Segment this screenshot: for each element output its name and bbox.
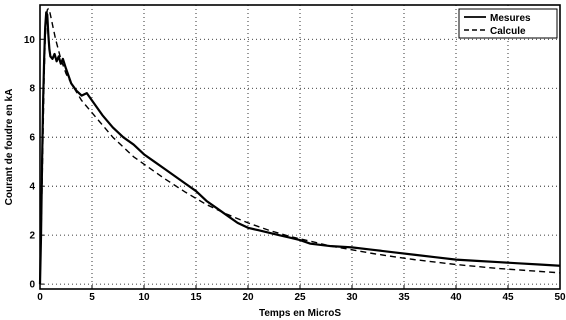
x-tick-label: 0 — [37, 292, 43, 303]
series-line-calcule — [39, 7, 561, 285]
y-tick-label: 10 — [24, 35, 36, 46]
legend: Mesures Calcule — [458, 8, 558, 39]
x-tick-label: 10 — [138, 292, 150, 303]
x-tick-label: 45 — [502, 292, 514, 303]
x-axis-label: Temps en MicroS — [259, 308, 341, 319]
x-tick-label: 25 — [294, 292, 306, 303]
x-tick-label: 40 — [450, 292, 462, 303]
legend-label-calcule: Calcule — [490, 26, 526, 37]
y-axis-label: Courant de foudre en kA — [4, 89, 15, 206]
x-tick-label: 35 — [398, 292, 410, 303]
ticks: 0 5 10 15 20 25 30 35 40 45 50 0 2 4 6 8 10 — [24, 35, 566, 303]
series-line-mesures — [38, 11, 561, 285]
x-tick-label: 30 — [346, 292, 358, 303]
x-tick-label: 5 — [89, 292, 95, 303]
y-tick-label: 8 — [29, 84, 35, 95]
legend-label-mesures: Mesures — [490, 13, 531, 24]
x-tick-label: 50 — [554, 292, 566, 303]
legend-box — [458, 8, 558, 39]
y-tick-label: 6 — [29, 133, 35, 144]
x-tick-label: 20 — [242, 292, 254, 303]
y-tick-label: 0 — [29, 280, 35, 291]
series-layer — [38, 7, 561, 285]
plot-area — [40, 5, 560, 289]
grid — [40, 5, 560, 289]
x-tick-label: 15 — [190, 292, 202, 303]
y-tick-label: 4 — [29, 182, 35, 193]
y-tick-label: 2 — [29, 231, 35, 242]
